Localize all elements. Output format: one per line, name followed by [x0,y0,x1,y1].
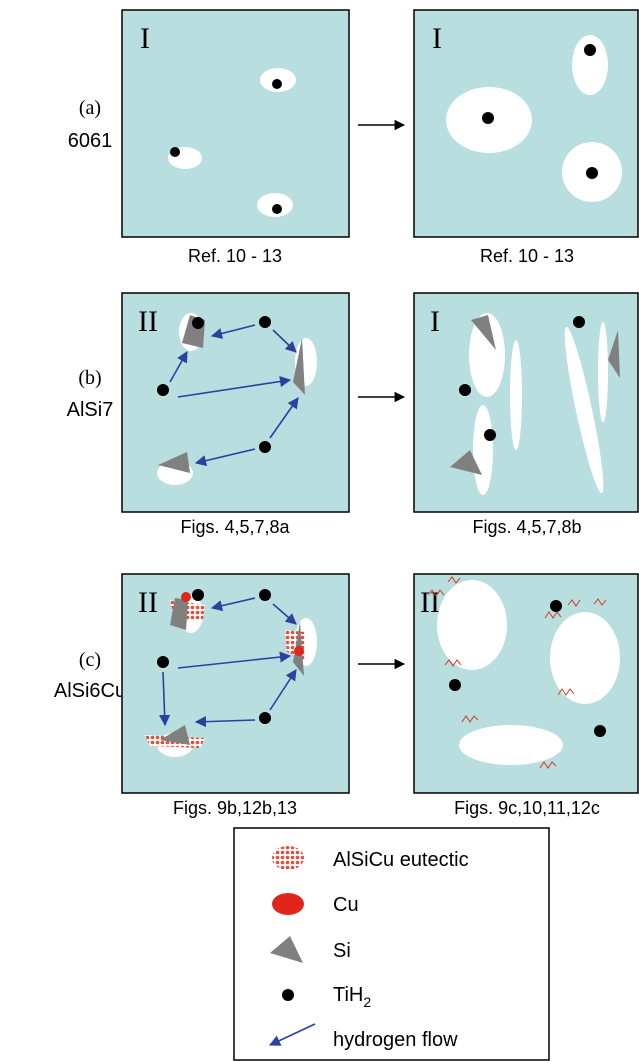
tih2 [259,712,271,724]
tih2 [550,600,562,612]
caption: Ref. 10 - 13 [188,246,282,266]
legend-symbol [282,989,294,1001]
tih2 [584,44,596,56]
row-label: (b) [78,367,101,389]
stage: II [420,586,440,619]
tih2 [272,79,282,89]
legend-label: TiH [333,984,363,1006]
pore [473,405,493,495]
legend-label: AlSiCu eutectic [333,849,469,871]
page: {"rows":[ {"label":"(a)","alloy":"6061",… [0,0,639,1061]
alloy: AlSi7 [67,399,114,421]
panel [122,10,349,237]
pore [598,322,608,422]
alloy: 6061 [68,130,113,152]
pore [550,612,620,704]
legend-label: Cu [333,894,359,916]
tih2 [170,147,180,157]
cu [294,646,304,656]
diagram: (a) 6061 I Ref. 10 - 13 I Ref. 10 - 13 (… [0,0,639,1061]
tih2 [594,725,606,737]
tih2 [192,589,204,601]
legend-label: Si [333,940,351,962]
stage: I [430,305,440,338]
tih2 [157,656,169,668]
tih2 [272,204,282,214]
row-label: (c) [79,649,101,671]
tih2 [192,317,204,329]
tih2 [586,167,598,179]
caption: Figs. 4,5,7,8a [180,517,290,537]
legend-symbol [272,846,304,870]
tih2 [449,679,461,691]
alloy: AlSi6Cu [54,680,126,702]
tih2 [259,441,271,453]
caption: Figs. 9b,12b,13 [173,798,297,818]
tih2 [482,112,494,124]
stage: II [138,586,158,619]
caption: Figs. 9c,10,11,12c [454,798,600,818]
stage: I [432,22,442,55]
caption: Ref. 10 - 13 [480,246,574,266]
tih2 [484,429,496,441]
tih2 [259,316,271,328]
stage: I [140,22,150,55]
stage: II [138,305,158,338]
pore [459,725,563,765]
row-label: (a) [79,97,101,119]
tih2 [573,316,585,328]
legend-symbol [272,893,304,915]
pore [437,580,507,670]
legend-label: hydrogen flow [333,1029,458,1051]
pore [510,340,522,450]
cu [181,592,191,602]
tih2 [459,384,471,396]
caption: Figs. 4,5,7,8b [472,517,581,537]
tih2 [259,589,271,601]
legend-subscript: 2 [363,994,371,1010]
tih2 [157,384,169,396]
